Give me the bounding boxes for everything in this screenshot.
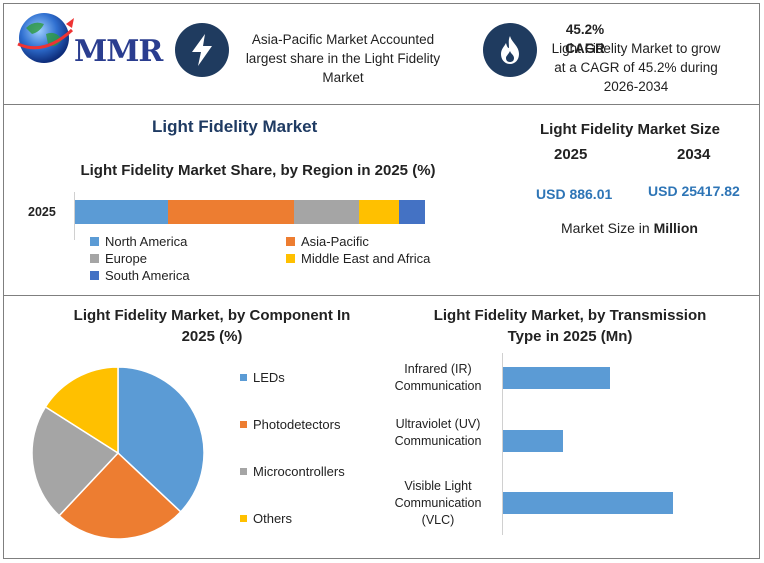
market-size-title: Light Fidelity Market Size: [539, 121, 721, 138]
region-bar-segment-south-america: [398, 200, 425, 224]
region-legend-item-asia-pacific: Asia-Pacific: [286, 234, 369, 249]
pie-slice-microcontrollers: [31, 405, 120, 517]
region-chart-category: 2025: [28, 205, 56, 219]
pie-slice-photodetectors: [58, 451, 182, 540]
transmission-bar-infrared-ir-communication: [503, 367, 610, 389]
region-bar-segment-asia-pacific: [167, 200, 294, 224]
legend-label: Microcontrollers: [253, 464, 345, 479]
legend-swatch: [240, 515, 247, 522]
market-size-year1: 2025: [554, 146, 588, 163]
header-box1-text: Asia-Pacific Market Accounted largest sh…: [245, 32, 441, 85]
pie-slice-leds: [117, 366, 205, 513]
main-title: Light Fidelity Market: [152, 117, 318, 136]
transmission-chart-axis: [502, 353, 503, 535]
region-stacked-bar: [75, 200, 425, 224]
flame-icon: [501, 36, 519, 64]
legend-swatch: [240, 468, 247, 475]
region-legend-item-europe: Europe: [90, 251, 147, 266]
transmission-category-label: Visible Light Communication (VLC): [394, 478, 482, 527]
legend-label: Photodetectors: [253, 417, 341, 432]
legend-label: Asia-Pacific: [301, 234, 369, 249]
legend-swatch: [240, 421, 247, 428]
region-legend-item-north-america: North America: [90, 234, 187, 249]
infographic-frame: [3, 3, 760, 559]
legend-label: Europe: [105, 251, 147, 266]
mid-divider: [3, 295, 760, 296]
market-size-value2: USD 25417.82: [648, 183, 740, 199]
flame-icon-badge: [483, 23, 537, 77]
pie-legend-item-microcontrollers: Microcontrollers: [240, 464, 345, 479]
header-divider: [3, 104, 760, 105]
component-pie-chart: [31, 366, 205, 540]
transmission-category-label: Infrared (IR) Communication: [394, 362, 482, 393]
logo-text: MMR: [74, 34, 163, 69]
region-chart-title: Light Fidelity Market Share, by Region i…: [80, 162, 436, 179]
legend-swatch: [286, 237, 295, 246]
header-box2-text: Light Fidelity Market to grow at a CAGR …: [551, 41, 721, 94]
pie-legend-item-leds: LEDs: [240, 370, 285, 385]
region-bar-segment-europe: [293, 200, 359, 224]
legend-swatch: [240, 374, 247, 381]
region-chart-axis: [74, 192, 75, 240]
transmission-category-label: Ultraviolet (UV) Communication: [394, 416, 482, 448]
transmission-chart-title: Light Fidelity Market, by Transmission T…: [433, 307, 707, 345]
legend-label: Middle East and Africa: [301, 251, 431, 266]
pie-slice-others: [44, 366, 119, 455]
market-size-unit-prefix: Market Size in: [561, 220, 654, 236]
legend-label: Others: [253, 511, 293, 526]
legend-label: LEDs: [253, 370, 285, 385]
transmission-bar-ultraviolet-uv-communication: [503, 430, 563, 452]
market-size-unit: Market Size in Million: [561, 220, 698, 236]
market-size-value1: USD 886.01: [536, 186, 613, 202]
legend-swatch: [286, 254, 295, 263]
region-bar-segment-north-america: [75, 200, 168, 224]
lightning-icon-badge: [175, 23, 229, 77]
legend-label: North America: [105, 234, 188, 249]
transmission-bar-chart: Infrared (IR) Communication Ultraviolet (…: [380, 353, 700, 535]
component-chart-title: Light Fidelity Market, by Component In 2…: [73, 307, 351, 345]
pie-legend-item-others: Others: [240, 511, 292, 526]
globe-icon: [17, 13, 74, 63]
lightning-icon: [192, 34, 212, 66]
legend-swatch: [90, 271, 99, 280]
pie-legend-item-photodetectors: Photodetectors: [240, 417, 340, 432]
logo: MMR: [14, 10, 163, 70]
region-legend-item-middle-east-and-africa: Middle East and Africa: [286, 251, 430, 266]
header-box2-title: 45.2% CAGR: [565, 22, 605, 56]
legend-label: South America: [105, 268, 190, 283]
region-legend-item-south-america: South America: [90, 268, 190, 283]
market-size-unit-bold: Million: [653, 220, 698, 236]
transmission-bar-visible-light-communication-vlc: [503, 492, 673, 514]
market-size-year2: 2034: [677, 146, 711, 163]
region-bar-segment-middle-east-and-africa: [358, 200, 399, 224]
legend-swatch: [90, 237, 99, 246]
legend-swatch: [90, 254, 99, 263]
